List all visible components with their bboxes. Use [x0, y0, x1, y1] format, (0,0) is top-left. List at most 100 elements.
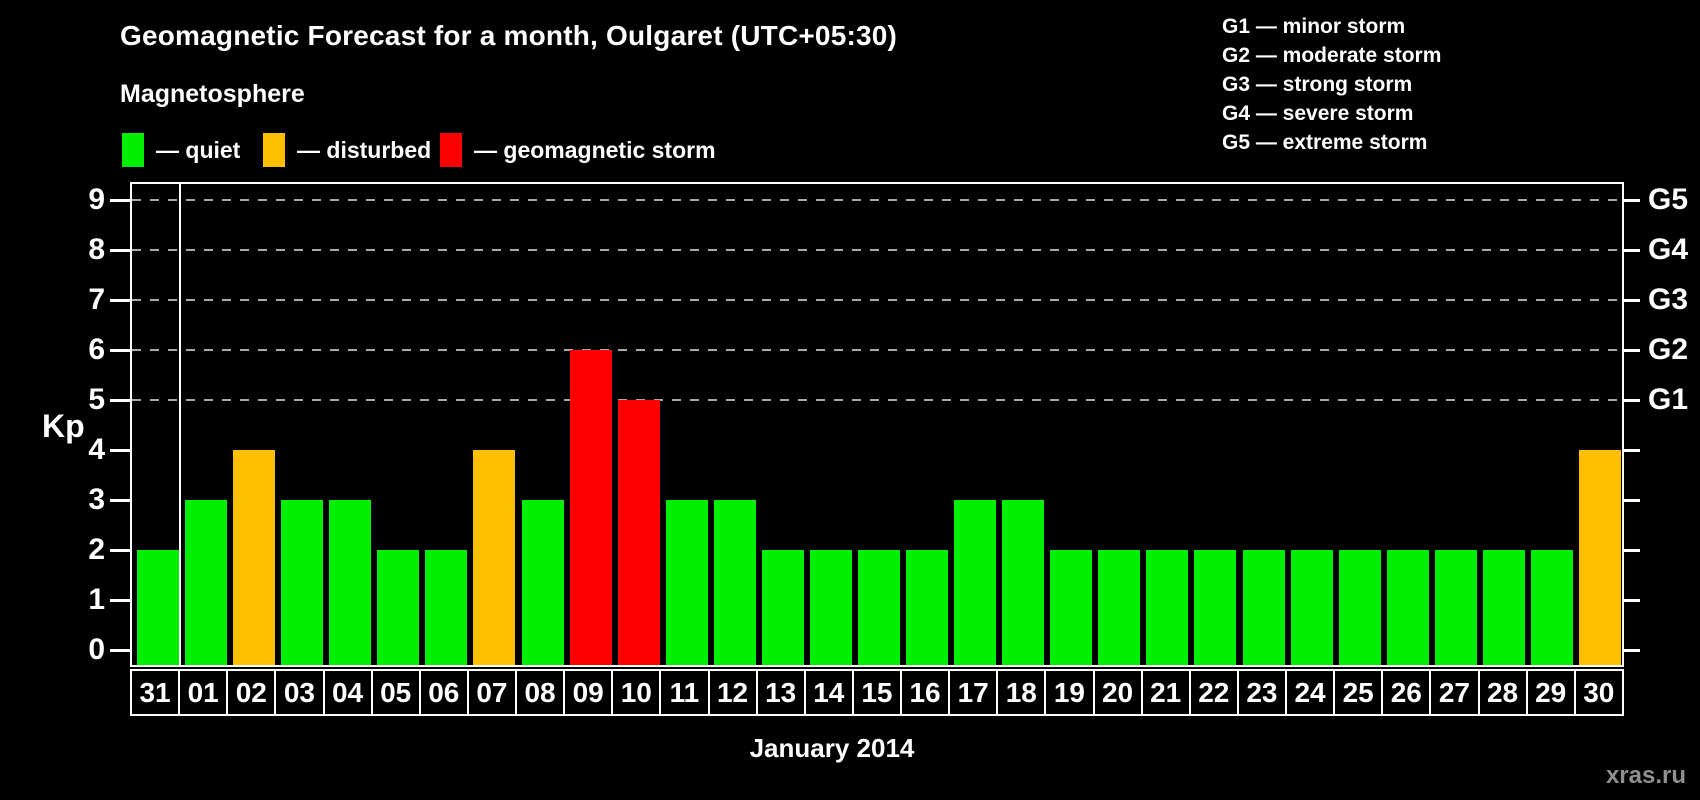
kp-bar-07 — [473, 450, 516, 665]
kp-bar-11 — [665, 500, 708, 665]
y-tick-6 — [110, 349, 130, 352]
g-scale-label-g3: G3 — [1648, 283, 1689, 316]
gridline-kp5 — [132, 399, 1622, 401]
g-scale-legend-g3: G3 — strong storm — [1222, 73, 1413, 96]
x-tick-label-28: 28 — [1479, 671, 1528, 714]
g-scale-legend-g4: G4 — severe storm — [1222, 102, 1414, 125]
x-tick-label-18: 18 — [998, 671, 1047, 714]
gridline-kp9 — [132, 199, 1622, 201]
right-tick-0 — [1622, 649, 1640, 652]
kp-bar-23 — [1242, 550, 1285, 665]
kp-bar-16 — [906, 550, 949, 665]
x-tick-label-19: 19 — [1046, 671, 1095, 714]
g-scale-label-g2: G2 — [1648, 333, 1689, 366]
kp-bar-12 — [713, 500, 756, 665]
legend-label-storm: — geomagnetic storm — [474, 136, 716, 163]
kp-bar-05 — [377, 550, 420, 665]
y-tick-label-7: 7 — [88, 283, 105, 316]
y-tick-label-2: 2 — [88, 533, 105, 566]
legend-label-disturbed: — disturbed — [297, 136, 432, 163]
x-tick-label-17: 17 — [950, 671, 999, 714]
kp-bar-08 — [521, 500, 564, 665]
y-tick-label-0: 0 — [88, 633, 105, 666]
right-tick-1 — [1622, 599, 1640, 602]
legend-label-quiet: — quiet — [156, 136, 241, 163]
right-tick-9 — [1622, 199, 1640, 202]
y-tick-8 — [110, 249, 130, 252]
kp-bar-01 — [185, 500, 228, 665]
legend-item-disturbed: — disturbed — [263, 131, 431, 169]
g-scale-label-g1: G1 — [1648, 383, 1689, 416]
g-scale-legend: G1 — minor storm G2 — moderate storm G3 … — [1222, 12, 1441, 157]
gridline-kp8 — [132, 249, 1622, 251]
x-tick-label-25: 25 — [1335, 671, 1384, 714]
kp-bar-20 — [1098, 550, 1141, 665]
y-tick-label-3: 3 — [88, 483, 105, 516]
right-tick-6 — [1622, 349, 1640, 352]
g-scale-legend-g1: G1 — minor storm — [1222, 15, 1406, 38]
kp-bar-22 — [1194, 550, 1237, 665]
y-tick-4 — [110, 449, 130, 452]
y-tick-label-1: 1 — [88, 583, 105, 616]
right-tick-2 — [1622, 549, 1640, 552]
kp-bar-03 — [281, 500, 324, 665]
right-tick-8 — [1622, 249, 1640, 252]
kp-bar-17 — [954, 500, 997, 665]
right-tick-7 — [1622, 299, 1640, 302]
kp-bar-31 — [137, 550, 180, 665]
kp-bar-25 — [1338, 550, 1381, 665]
x-tick-label-06: 06 — [420, 671, 469, 714]
right-tick-5 — [1622, 399, 1640, 402]
y-tick-label-9: 9 — [88, 183, 105, 216]
x-tick-label-01: 01 — [180, 671, 229, 714]
right-tick-3 — [1622, 499, 1640, 502]
y-tick-7 — [110, 299, 130, 302]
x-tick-label-23: 23 — [1238, 671, 1287, 714]
storm-color-swatch — [440, 133, 462, 167]
x-axis-date-row: 31 01 02 03 04 05 06 07 08 09 10 11 12 13 14 15 16 17 18 19… — [130, 669, 1624, 716]
x-tick-label-05: 05 — [372, 671, 421, 714]
x-tick-label-02: 02 — [228, 671, 277, 714]
kp-bar-24 — [1290, 550, 1333, 665]
x-tick-label-14: 14 — [805, 671, 854, 714]
magnetosphere-label: Magnetosphere — [120, 80, 305, 108]
g-scale-label-g5: G5 — [1648, 183, 1689, 216]
gridline-kp6 — [132, 349, 1622, 351]
gridline-kp7 — [132, 299, 1622, 301]
y-tick-3 — [110, 499, 130, 502]
month-divider-line — [179, 184, 181, 665]
kp-bar-14 — [809, 550, 852, 665]
right-tick-4 — [1622, 449, 1640, 452]
kp-bar-15 — [858, 550, 900, 665]
disturbed-color-swatch — [263, 133, 285, 167]
quiet-color-swatch — [122, 133, 144, 167]
kp-bar-21 — [1146, 550, 1189, 665]
kp-bar-04 — [329, 500, 372, 665]
plot-area — [130, 182, 1624, 667]
y-axis-title: Kp — [42, 408, 85, 444]
x-axis-title: January 2014 — [749, 733, 915, 763]
kp-bar-30 — [1578, 450, 1621, 665]
x-tick-label-10: 10 — [613, 671, 662, 714]
x-tick-label-03: 03 — [276, 671, 325, 714]
kp-bar-09 — [569, 350, 612, 665]
x-tick-label-09: 09 — [565, 671, 614, 714]
legend-item-quiet: — quiet — [122, 131, 240, 169]
y-tick-label-6: 6 — [88, 333, 105, 366]
g-scale-legend-g2: G2 — moderate storm — [1222, 44, 1442, 67]
x-tick-label-12: 12 — [709, 671, 758, 714]
kp-bar-06 — [425, 550, 468, 665]
x-tick-label-04: 04 — [324, 671, 373, 714]
kp-bar-18 — [1002, 500, 1045, 665]
x-tick-label-29: 29 — [1527, 671, 1576, 714]
y-tick-9 — [110, 199, 130, 202]
x-tick-label-13: 13 — [757, 671, 806, 714]
kp-bar-13 — [761, 550, 804, 665]
kp-bar-19 — [1050, 550, 1093, 665]
y-tick-label-8: 8 — [88, 233, 105, 266]
x-tick-label-27: 27 — [1431, 671, 1480, 714]
x-tick-label-08: 08 — [517, 671, 566, 714]
x-tick-label-24: 24 — [1287, 671, 1336, 714]
y-tick-2 — [110, 549, 130, 552]
